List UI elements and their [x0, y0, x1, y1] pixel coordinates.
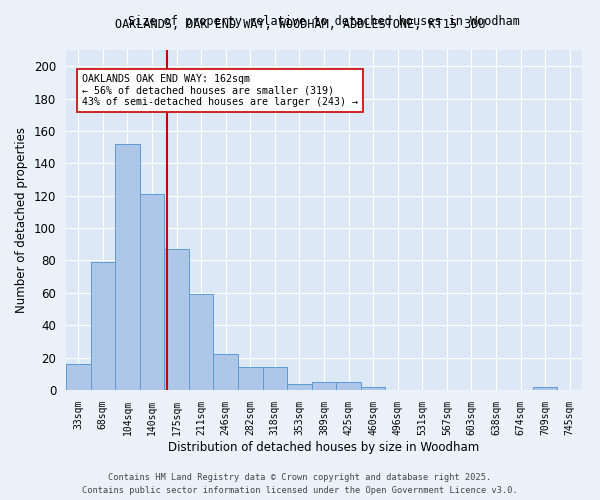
Bar — [115, 144, 140, 390]
Bar — [140, 194, 164, 390]
Bar — [263, 368, 287, 390]
Bar — [91, 262, 115, 390]
Bar — [533, 387, 557, 390]
Bar — [66, 364, 91, 390]
Text: OAKLANDS OAK END WAY: 162sqm
← 56% of detached houses are smaller (319)
43% of s: OAKLANDS OAK END WAY: 162sqm ← 56% of de… — [82, 74, 358, 108]
Bar — [361, 387, 385, 390]
Bar — [287, 384, 312, 390]
Bar — [214, 354, 238, 390]
Bar — [189, 294, 214, 390]
Bar — [238, 368, 263, 390]
Bar — [312, 382, 336, 390]
Text: Contains HM Land Registry data © Crown copyright and database right 2025.
Contai: Contains HM Land Registry data © Crown c… — [82, 474, 518, 495]
Text: OAKLANDS, OAK END WAY, WOODHAM, ADDLESTONE, KT15 3DU: OAKLANDS, OAK END WAY, WOODHAM, ADDLESTO… — [115, 18, 485, 30]
Title: Size of property relative to detached houses in Woodham: Size of property relative to detached ho… — [128, 15, 520, 28]
X-axis label: Distribution of detached houses by size in Woodham: Distribution of detached houses by size … — [169, 440, 479, 454]
Y-axis label: Number of detached properties: Number of detached properties — [16, 127, 28, 313]
Bar — [164, 249, 189, 390]
Bar — [336, 382, 361, 390]
